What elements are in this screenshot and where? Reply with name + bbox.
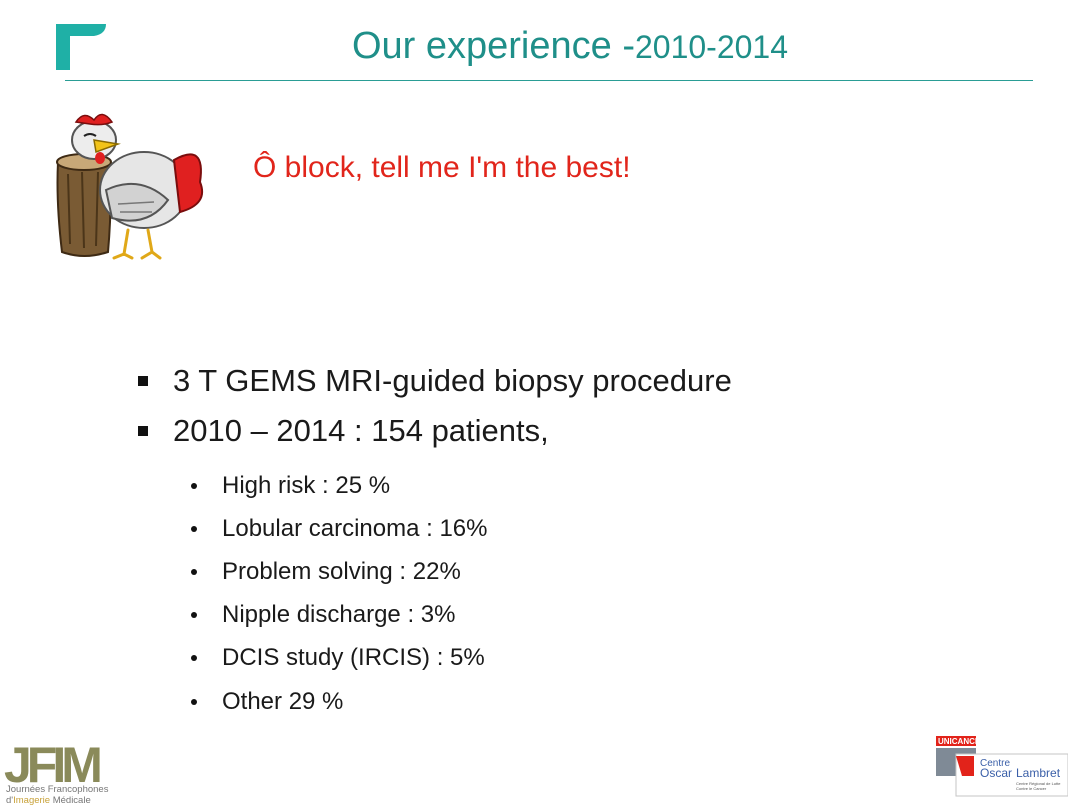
square-bullet-icon [138,376,148,386]
sub-bullet-text: High risk : 25 % [222,471,391,499]
centre-oscar-lambret-logo: UNICANCER Centre Oscar Lambret Centre Ré… [936,736,1068,797]
svg-text:Lambret: Lambret [1016,766,1061,780]
svg-text:Contre le Cancer: Contre le Cancer [1016,786,1047,791]
svg-text:Centre Régional de Lutte: Centre Régional de Lutte [1016,781,1061,786]
sub-bullet-text: Other 29 % [222,687,344,715]
sub-bullet-text: DCIS study (IRCIS) : 5% [222,644,485,672]
list-item: High risk : 25 % [191,464,998,507]
list-item: Nipple discharge : 3% [191,594,998,637]
list-item: 2010 – 2014 : 154 patients, [138,406,998,456]
chicken-on-block-illustration [56,113,204,260]
list-item: DCIS study (IRCIS) : 5% [191,637,998,680]
page-title: Our experience -2010-2014 [140,22,1000,71]
title-years: 2010-2014 [634,29,789,65]
sub-bullet-text: Problem solving : 22% [222,557,461,585]
round-bullet-icon [191,525,197,532]
sub-bullet-list: High risk : 25 % Lobular carcinoma : 16%… [191,464,998,723]
svg-text:Centre: Centre [980,758,1010,769]
square-bullet-icon [138,426,148,436]
round-bullet-icon [191,698,197,705]
sub-bullet-text: Nipple discharge : 3% [222,601,456,629]
jfim-logo: JFIM [4,737,105,793]
bullet-text: 2010 – 2014 : 154 patients, [173,413,549,448]
jfim-logo-text: JFIM [4,737,100,793]
bullet-text: 3 T GEMS MRI-guided biopsy procedure [173,363,732,398]
list-item: Lobular carcinoma : 16% [191,507,998,550]
round-bullet-icon [191,655,197,662]
jfim-line2: d'Imagerie Médicale [6,795,91,806]
title-text: Our experience - [351,25,635,67]
svg-text:Oscar: Oscar [980,766,1012,780]
round-bullet-icon [191,612,197,619]
jfim-caption: Journées Francophones d'Imagerie Médical… [6,784,108,806]
title-divider [65,80,1033,81]
round-bullet-icon [191,482,197,489]
corner-logo-icon [56,24,106,70]
list-item: 3 T GEMS MRI-guided biopsy procedure [138,356,998,406]
jfim-line1: Journées Francophones [6,784,109,795]
quote-text: Ô block, tell me I'm the best! [253,151,631,184]
bullet-list: 3 T GEMS MRI-guided biopsy procedure 201… [138,356,998,723]
round-bullet-icon [191,568,197,575]
unicancer-label: UNICANCER [938,737,986,746]
sub-bullet-text: Lobular carcinoma : 16% [222,514,488,542]
list-item: Problem solving : 22% [191,550,998,593]
list-item: Other 29 % [191,680,998,723]
